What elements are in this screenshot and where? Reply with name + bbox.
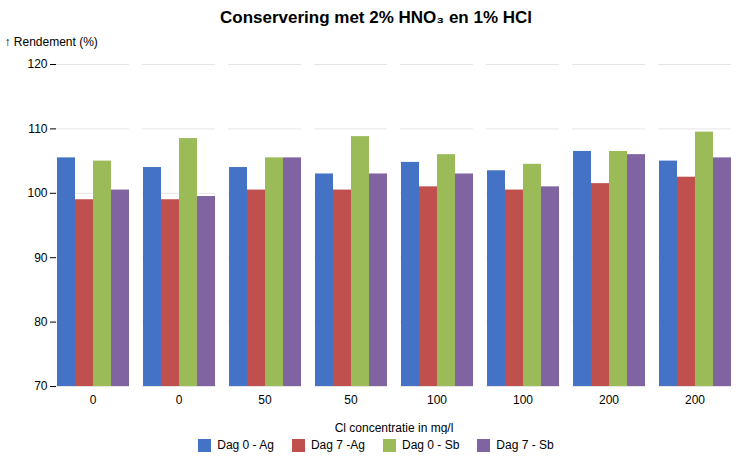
html-text:Dag 0 - Ag: Dag 0 - Ag: [217, 438, 274, 452]
svg-text:50: 50: [344, 393, 358, 407]
svg-text:70: 70: [34, 379, 48, 393]
svg-text:200: 200: [599, 393, 619, 407]
svg-text:200: 200: [685, 393, 705, 407]
svg-text:0: 0: [176, 393, 183, 407]
svg-text:110: 110: [28, 122, 47, 136]
svg-text:90: 90: [34, 251, 48, 265]
svg-text:100: 100: [427, 393, 447, 407]
html-text:Dag 7 -Ag: Dag 7 -Ag: [311, 438, 365, 452]
html-text:Dag 0 - Sb: Dag 0 - Sb: [402, 438, 460, 452]
svg-text:100: 100: [513, 393, 533, 407]
svg-text:120: 120: [27, 57, 47, 71]
svg-text:0: 0: [90, 393, 97, 407]
svg-text:100: 100: [27, 186, 47, 200]
html-text:Dag 7 - Sb: Dag 7 - Sb: [496, 438, 554, 452]
html-text:Conservering met 2% HNO₃ en 1%: Conservering met 2% HNO₃ en 1% HCl: [220, 8, 532, 27]
svg-text:Cl concentratie in mg/l: Cl concentratie in mg/l: [335, 421, 454, 435]
svg-text:↑ Rendement (%): ↑ Rendement (%): [5, 35, 98, 49]
svg-text:80: 80: [34, 315, 48, 329]
svg-text:50: 50: [258, 393, 272, 407]
